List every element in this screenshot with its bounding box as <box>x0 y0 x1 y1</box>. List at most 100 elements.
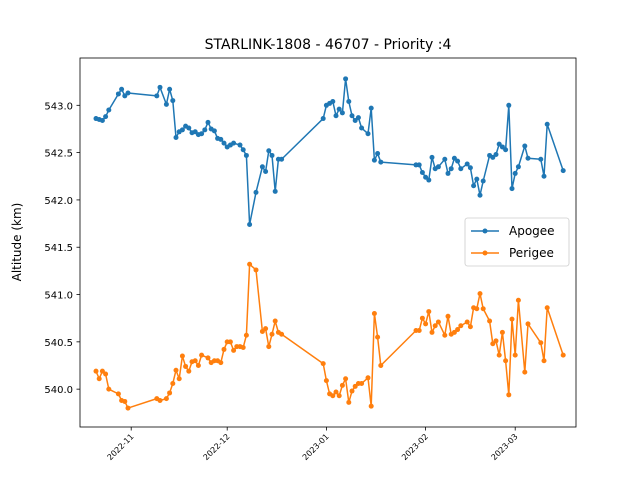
perigee-point <box>320 361 326 367</box>
perigee-point <box>474 306 480 312</box>
perigee-point <box>480 306 486 312</box>
perigee-point <box>176 376 182 382</box>
perigee-point <box>487 318 493 324</box>
apogee-point <box>199 131 205 137</box>
perigee-point <box>205 355 211 361</box>
perigee-point <box>227 339 233 345</box>
apogee-point <box>496 141 502 147</box>
apogee-series <box>93 76 566 228</box>
x-tick-label: 2023-03 <box>490 432 520 462</box>
apogee-point <box>416 162 422 168</box>
perigee-point <box>496 352 502 358</box>
perigee-point <box>218 360 224 366</box>
apogee-line <box>95 78 564 226</box>
perigee-point <box>96 376 102 382</box>
perigee-point <box>167 390 173 396</box>
perigee-point <box>429 329 435 335</box>
legend-perigee-marker <box>482 250 488 256</box>
perigee-point <box>93 368 99 374</box>
perigee-point <box>515 297 521 303</box>
apogee-point <box>493 152 499 158</box>
perigee-point <box>336 393 342 399</box>
apogee-point <box>471 183 477 189</box>
apogee-point <box>426 177 432 183</box>
perigee-point <box>263 326 269 332</box>
apogee-point <box>423 174 429 180</box>
perigee-point <box>525 321 531 327</box>
perigee-point <box>378 363 384 368</box>
x-tick-label: 2022-12 <box>202 432 232 462</box>
apogee-point <box>154 93 160 99</box>
legend-apogee-marker <box>482 228 488 234</box>
apogee-point <box>263 169 269 175</box>
perigee-point <box>323 378 329 384</box>
plot-frame <box>79 57 577 428</box>
apogee-point <box>467 165 473 171</box>
perigee-point <box>426 309 432 315</box>
apogee-point <box>320 116 326 122</box>
legend-apogee-label: Apogee <box>509 224 555 238</box>
apogee-point <box>442 156 448 162</box>
perigee-point <box>432 323 438 329</box>
perigee-point <box>352 383 358 389</box>
perigee-point <box>512 352 518 358</box>
perigee-point <box>499 329 505 335</box>
apogee-point <box>541 173 547 179</box>
apogee-point <box>279 156 285 162</box>
apogee-point <box>515 164 521 170</box>
apogee-point <box>259 164 265 170</box>
perigee-point <box>365 375 371 381</box>
perigee-point <box>195 363 201 368</box>
perigee-point <box>503 358 509 364</box>
apogee-point <box>477 192 483 198</box>
perigee-point <box>493 338 499 344</box>
apogee-point <box>365 131 371 137</box>
perigee-point <box>125 405 131 411</box>
chart-title: STARLINK-1808 - 46707 - Priority :4 <box>205 37 452 53</box>
perigee-point <box>115 391 121 397</box>
perigee-point <box>330 393 336 399</box>
y-tick-label: 541.0 <box>44 291 73 302</box>
apogee-point <box>336 106 342 112</box>
apogee-point <box>375 151 381 157</box>
apogee-point <box>106 107 112 113</box>
apogee-point <box>115 91 121 97</box>
apogee-point <box>218 136 224 142</box>
perigee-point <box>467 324 473 330</box>
legend-box <box>464 217 570 267</box>
apogee-point <box>103 114 109 120</box>
perigee-point <box>163 396 169 402</box>
perigee-point <box>477 291 483 297</box>
apogee-point <box>522 143 528 149</box>
apogee-point <box>272 188 278 194</box>
apogee-point <box>167 86 173 92</box>
apogee-point <box>355 115 361 121</box>
apogee-point <box>378 159 384 165</box>
perigee-point <box>170 380 176 386</box>
perigee-line <box>95 263 564 409</box>
perigee-point <box>346 399 352 405</box>
apogee-point <box>352 117 358 123</box>
apogee-point <box>157 84 163 90</box>
perigee-point <box>445 313 451 319</box>
apogee-point <box>179 127 185 133</box>
apogee-point <box>560 168 566 174</box>
apogee-point <box>506 102 512 108</box>
apogee-point <box>333 113 339 119</box>
perigee-point <box>103 371 109 377</box>
perigee-point <box>371 310 377 316</box>
apogee-point <box>464 161 470 167</box>
perigee-point <box>343 376 349 382</box>
perigee-point <box>455 327 461 333</box>
perigee-point <box>435 319 441 325</box>
perigee-point <box>240 345 246 351</box>
apogee-point <box>119 86 125 92</box>
perigee-point <box>509 316 515 322</box>
apogee-point <box>266 148 272 154</box>
perigee-point <box>272 318 278 324</box>
apogee-point <box>343 76 349 82</box>
perigee-point <box>541 358 547 364</box>
y-tick-label: 540.5 <box>44 338 73 349</box>
perigee-point <box>179 353 185 359</box>
